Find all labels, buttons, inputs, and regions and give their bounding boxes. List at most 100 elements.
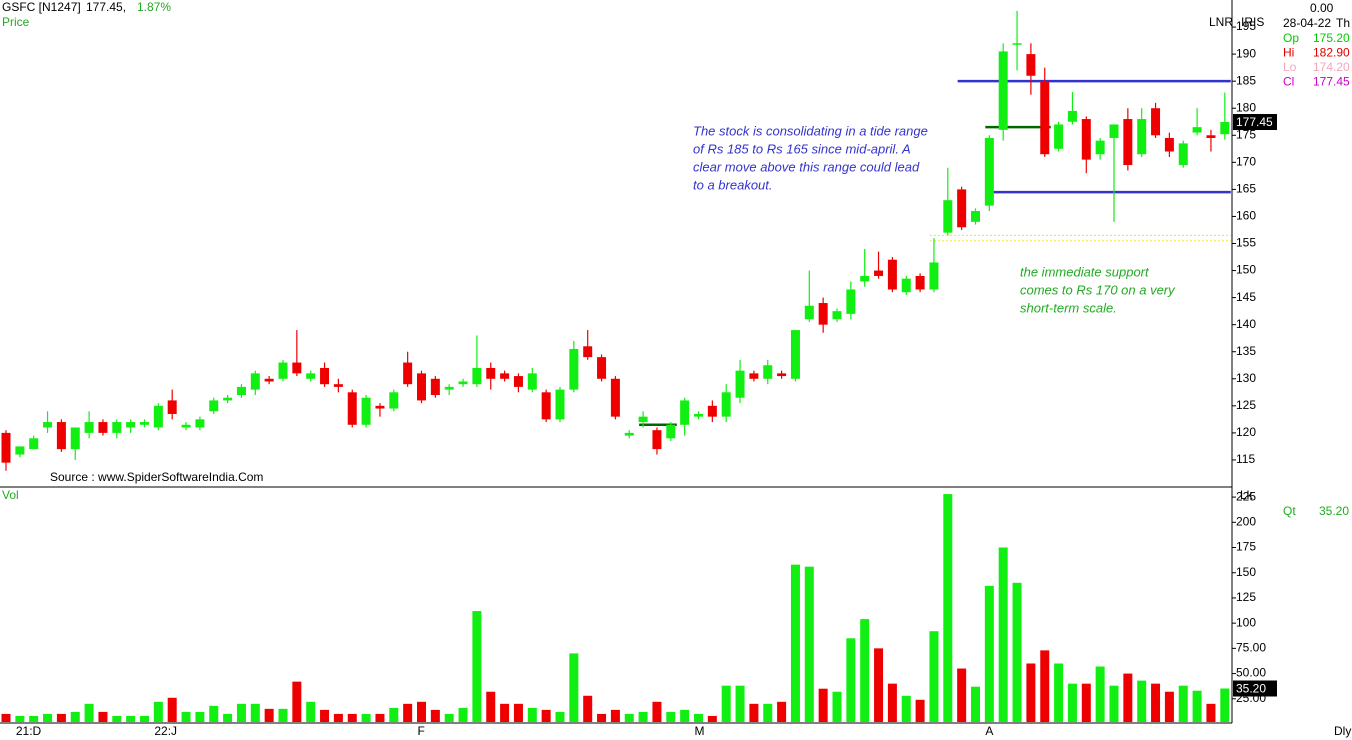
volume-bar [749, 703, 759, 722]
volume-bar [112, 715, 122, 722]
candle-body [749, 373, 759, 379]
volume-bar [1067, 683, 1077, 722]
candle-body [943, 200, 953, 233]
volume-bar [1081, 683, 1091, 722]
candle-body [167, 400, 177, 414]
candle-body [1054, 124, 1064, 149]
candle-body [458, 381, 468, 385]
volume-bar [195, 711, 205, 722]
volume-bar [1012, 582, 1022, 722]
unit-label: Lk [1240, 488, 1254, 502]
candle-body [860, 275, 870, 282]
candle-body [624, 432, 634, 436]
volume-bar [666, 711, 676, 722]
volume-bar [306, 701, 316, 722]
candle-body [680, 400, 690, 425]
candle-body [721, 392, 731, 417]
candle-body [998, 51, 1008, 130]
annotation: to a breakout. [693, 177, 773, 192]
volume-bar [804, 566, 814, 722]
qty-value: 35.20 [1319, 504, 1349, 518]
volume-bar [1054, 663, 1064, 722]
candle-body [1109, 124, 1119, 138]
candle-body [140, 422, 149, 425]
volume-bar [1137, 680, 1147, 722]
y-tick-label: 200 [1236, 514, 1256, 528]
candle-body [541, 392, 551, 420]
candle-body [1192, 127, 1202, 133]
candle-body [735, 370, 745, 398]
y-tick-label: 125 [1236, 398, 1256, 412]
volume-bar [887, 683, 897, 722]
candle-body [444, 386, 454, 390]
volume-bar [1192, 690, 1202, 722]
ohlc-label: Op [1283, 31, 1299, 45]
candle-body [1040, 81, 1050, 155]
tool-label: IRIS [1241, 15, 1264, 29]
candle-body [112, 422, 122, 433]
volume-bar [777, 701, 787, 722]
candle-body [790, 330, 800, 379]
x-tick-label: M [695, 724, 705, 738]
candle-body [403, 362, 413, 385]
y-tick-label: 185 [1236, 73, 1256, 87]
candle-body [126, 422, 136, 428]
source: Source : www.SpiderSoftwareIndia.Com [50, 470, 263, 484]
candle-body [1220, 122, 1230, 135]
ohlc-value: 175.20 [1313, 31, 1350, 45]
volume-bar [721, 685, 731, 722]
candle-body [694, 413, 703, 417]
candle-body [638, 416, 648, 423]
volume-bar [998, 547, 1008, 722]
change-readout: 0.00 [1310, 1, 1334, 15]
change: 1.87% [137, 0, 171, 14]
volume-bar [610, 709, 620, 722]
y-tick-label: 140 [1236, 317, 1256, 331]
candle-body [1081, 119, 1091, 160]
volume-bar [971, 686, 980, 722]
weekday: Th [1336, 16, 1350, 30]
y-tick-label: 155 [1236, 236, 1256, 250]
y-tick-label: 190 [1236, 46, 1256, 60]
candle-body [887, 259, 897, 290]
candle-body [29, 438, 39, 450]
candle-body [846, 289, 856, 314]
y-tick-label: 145 [1236, 290, 1256, 304]
volume-bar [486, 691, 496, 722]
volume-bar [583, 695, 593, 722]
candle-body [971, 211, 980, 222]
y-tick-label: 100 [1236, 615, 1256, 629]
annotation: The stock is consolidating in a tide ran… [693, 123, 928, 138]
candle-body [15, 446, 25, 455]
candle-body [1164, 137, 1174, 152]
volume-bar [1220, 688, 1230, 722]
volume-bar [984, 585, 994, 722]
x-tick-label: F [418, 724, 425, 738]
y-tick-label: 180 [1236, 100, 1256, 114]
candle-body [375, 405, 385, 409]
candle-body [236, 386, 246, 396]
candle-body [500, 373, 510, 379]
candle-body [818, 303, 828, 325]
y-tick-label: 75.00 [1236, 641, 1266, 655]
volume-bar [832, 691, 842, 722]
volume-bar [43, 713, 53, 722]
volume-bar [472, 611, 482, 722]
volume-bar [347, 713, 357, 722]
volume-bar [1, 713, 11, 722]
candle-body [389, 392, 399, 409]
volume-bar [126, 715, 136, 722]
ohlc-value: 182.90 [1313, 46, 1350, 60]
candle-body [707, 405, 717, 417]
candle-body [1206, 135, 1216, 138]
candle-body [1151, 108, 1161, 136]
candle-body [874, 270, 884, 276]
ohlc-value: 174.20 [1313, 60, 1350, 74]
y-tick-label: 195 [1236, 19, 1256, 33]
volume-bar [541, 709, 551, 722]
volume-bar [292, 681, 302, 722]
volume-bar [1206, 703, 1216, 722]
volume-bar [763, 703, 773, 722]
price: 177.45, [86, 0, 126, 14]
